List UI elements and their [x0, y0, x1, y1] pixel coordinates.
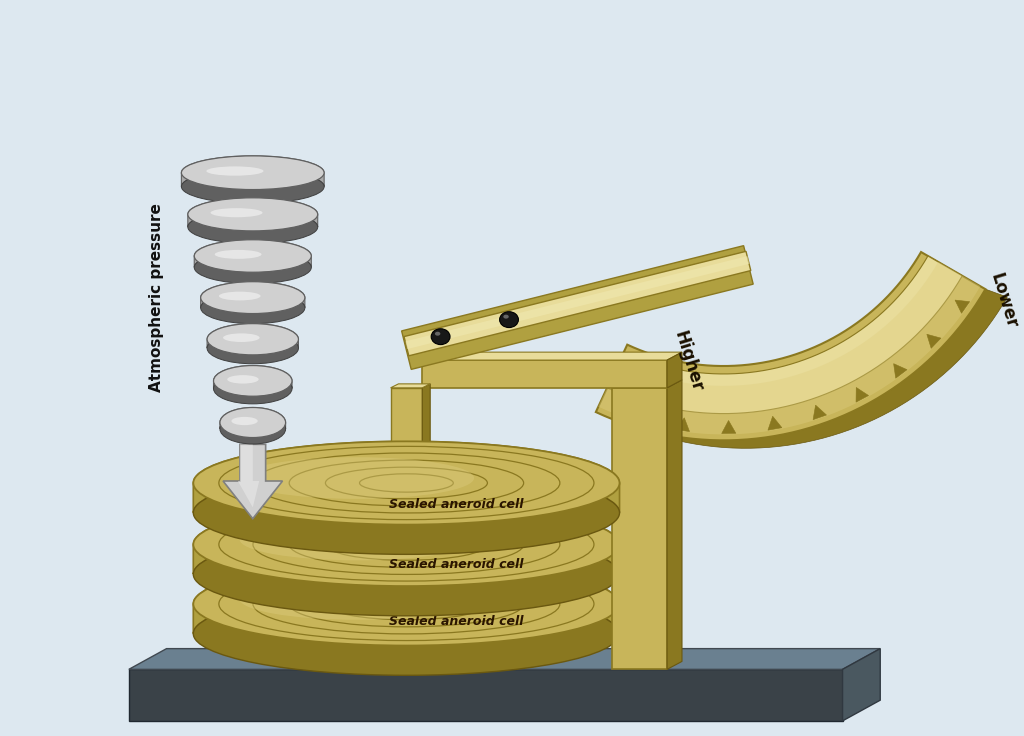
- Polygon shape: [596, 252, 985, 440]
- Ellipse shape: [195, 240, 311, 272]
- Ellipse shape: [207, 324, 298, 355]
- Polygon shape: [194, 442, 620, 513]
- Ellipse shape: [240, 578, 474, 620]
- Polygon shape: [422, 384, 430, 483]
- Ellipse shape: [187, 210, 317, 244]
- Polygon shape: [813, 405, 826, 420]
- Ellipse shape: [211, 208, 262, 217]
- Text: Sealed aneroid cell: Sealed aneroid cell: [389, 498, 523, 512]
- Polygon shape: [207, 324, 298, 348]
- Polygon shape: [611, 388, 667, 669]
- Polygon shape: [927, 334, 941, 348]
- Polygon shape: [223, 445, 283, 519]
- Ellipse shape: [227, 375, 259, 383]
- Polygon shape: [607, 256, 963, 414]
- Polygon shape: [194, 562, 620, 634]
- Ellipse shape: [201, 282, 305, 314]
- Polygon shape: [676, 418, 689, 431]
- Polygon shape: [390, 388, 422, 483]
- Ellipse shape: [214, 366, 292, 396]
- Text: Sealed aneroid cell: Sealed aneroid cell: [389, 558, 523, 570]
- Ellipse shape: [181, 156, 325, 190]
- Text: Sealed aneroid cell: Sealed aneroid cell: [389, 615, 523, 629]
- Polygon shape: [214, 366, 292, 389]
- Polygon shape: [631, 408, 644, 422]
- Ellipse shape: [194, 442, 620, 525]
- Polygon shape: [390, 384, 430, 388]
- Polygon shape: [955, 300, 970, 314]
- Polygon shape: [195, 240, 311, 267]
- Ellipse shape: [207, 333, 298, 364]
- Polygon shape: [238, 445, 259, 507]
- Polygon shape: [406, 256, 750, 349]
- Polygon shape: [187, 198, 317, 227]
- Polygon shape: [220, 408, 286, 429]
- Ellipse shape: [500, 312, 518, 328]
- Ellipse shape: [194, 533, 620, 616]
- Polygon shape: [596, 289, 1008, 448]
- Polygon shape: [598, 262, 980, 434]
- Ellipse shape: [219, 291, 260, 300]
- Polygon shape: [667, 380, 682, 669]
- Polygon shape: [129, 648, 881, 669]
- Ellipse shape: [207, 166, 263, 176]
- Ellipse shape: [194, 471, 620, 554]
- Polygon shape: [129, 669, 843, 721]
- Text: Atmospheric pressure: Atmospheric pressure: [150, 203, 164, 392]
- Ellipse shape: [194, 503, 620, 586]
- Polygon shape: [667, 352, 682, 388]
- Polygon shape: [722, 420, 736, 434]
- Ellipse shape: [214, 373, 292, 404]
- Ellipse shape: [431, 329, 450, 344]
- Ellipse shape: [194, 562, 620, 645]
- Ellipse shape: [220, 414, 286, 444]
- Polygon shape: [422, 352, 682, 360]
- Ellipse shape: [435, 332, 440, 336]
- Polygon shape: [404, 251, 751, 355]
- Ellipse shape: [240, 457, 474, 499]
- Ellipse shape: [231, 417, 258, 425]
- Text: Lower: Lower: [986, 271, 1020, 330]
- Ellipse shape: [194, 592, 620, 676]
- Ellipse shape: [195, 251, 311, 283]
- Polygon shape: [181, 156, 325, 187]
- Polygon shape: [422, 360, 667, 388]
- Polygon shape: [201, 282, 305, 308]
- Ellipse shape: [215, 250, 261, 259]
- Ellipse shape: [504, 315, 509, 319]
- Ellipse shape: [223, 333, 260, 342]
- Ellipse shape: [240, 519, 474, 560]
- Polygon shape: [194, 503, 620, 574]
- Polygon shape: [856, 387, 868, 402]
- Text: Higher: Higher: [671, 329, 707, 394]
- Polygon shape: [894, 364, 907, 378]
- Ellipse shape: [187, 198, 317, 231]
- Polygon shape: [401, 246, 754, 369]
- Ellipse shape: [220, 408, 286, 437]
- Polygon shape: [843, 648, 881, 721]
- Ellipse shape: [201, 291, 305, 324]
- Ellipse shape: [181, 170, 325, 203]
- Polygon shape: [768, 417, 782, 430]
